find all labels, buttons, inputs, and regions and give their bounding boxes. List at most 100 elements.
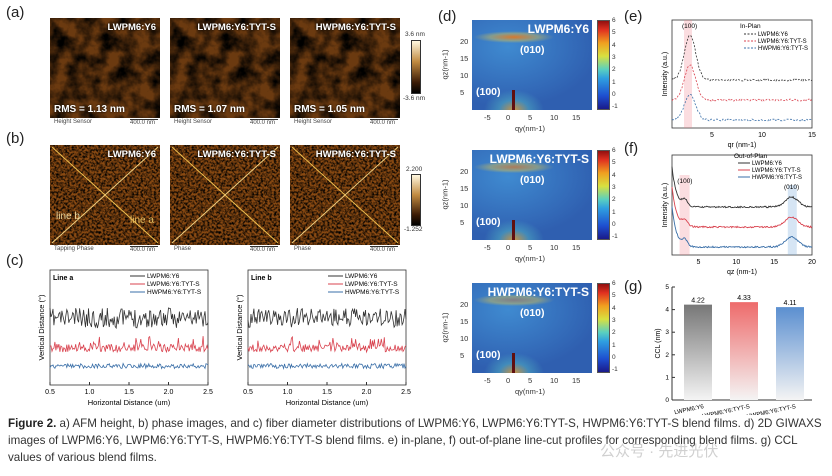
afm-image-title: LWPM6:Y6:TYT-S xyxy=(197,22,276,33)
legend-label: HWPM6:Y6:TYT-S xyxy=(758,46,808,52)
afm-image-title: HWPM6:Y6:TYT-S xyxy=(315,149,396,160)
phase-colorbar-min: -1.252 xyxy=(404,226,423,233)
colorbar-tick: 1 xyxy=(612,208,616,216)
line-annotation: Line b xyxy=(251,275,272,282)
colorbar-tick: 3 xyxy=(612,316,616,324)
phase-colorbar xyxy=(411,174,421,226)
afm-image-title: LWPM6:Y6:TYT-S xyxy=(197,149,276,160)
scale-bar: 400.0 nm xyxy=(130,119,158,126)
x-tick-label: 10 xyxy=(550,243,559,252)
legend-label: LWPM6:Y6 xyxy=(345,273,378,280)
peak-label-100: (100) xyxy=(677,178,692,185)
profile-line xyxy=(49,307,209,330)
y-tick-label: 2 xyxy=(665,352,669,359)
in-plane-line xyxy=(671,34,813,82)
image-caption: Tapping Phase xyxy=(54,246,94,252)
bar-value-label: 4.22 xyxy=(691,298,705,305)
scale-bar: 400.0 nm xyxy=(370,119,398,126)
caption-text: a) AFM height, b) phase images, and c) f… xyxy=(8,417,822,464)
bar xyxy=(730,302,758,400)
x-tick-label: 5 xyxy=(528,376,533,385)
giwaxs-image: LWPM6:Y6:TYT-S (010) (100) xyxy=(472,150,592,240)
colorbar-tick: 2 xyxy=(612,196,616,204)
x-axis-label: qy(nm-1) xyxy=(515,124,546,133)
y-tick-label: 10 xyxy=(460,334,469,343)
colorbar-tick: -1 xyxy=(612,103,618,111)
line-cut-and-ccl-charts: (100) In-PlanLWPM6:Y6LWPM6:Y6:TYT-SHWPM6:… xyxy=(655,19,816,415)
afm-texture-fill xyxy=(170,18,280,118)
afm-texture-fill xyxy=(290,18,400,118)
panel-label-g: (g) xyxy=(624,278,643,295)
legend-label: LWPM6:Y6:TYT-S xyxy=(752,168,801,174)
giwaxs-title: LWPM6:Y6:TYT-S xyxy=(489,152,589,166)
x-tick-label: 10 xyxy=(758,132,766,139)
profile-line xyxy=(247,307,407,329)
y-tick-label: 15 xyxy=(460,317,469,326)
colorbar-tick: 4 xyxy=(612,304,616,312)
profile-line xyxy=(50,335,209,354)
legend-label: LWPM6:Y6 xyxy=(147,273,180,280)
x-tick-label: -5 xyxy=(484,243,491,252)
y-tick-label: 10 xyxy=(460,71,469,80)
panel-label-e: (e) xyxy=(624,8,643,25)
rms-value: RMS = 1.05 nm xyxy=(294,104,365,115)
colorbar-tick: 5 xyxy=(612,292,616,300)
x-axis-label: qy(nm-1) xyxy=(515,387,546,396)
x-tick-label: 10 xyxy=(550,113,559,122)
colorbar-tick: 0 xyxy=(612,220,616,228)
x-tick-label: 15 xyxy=(808,132,816,139)
peak-010-label: (010) xyxy=(520,307,545,319)
peak-label: (100) xyxy=(682,23,697,30)
y-axis-label: Intensity (a.u.) xyxy=(662,52,669,96)
x-tick-label: 1.0 xyxy=(85,389,95,396)
in-plane-line xyxy=(671,93,813,122)
afm-texture xyxy=(170,18,280,118)
x-tick-label: 2.0 xyxy=(362,389,372,396)
x-tick-label: 5 xyxy=(528,113,533,122)
image-caption: Height Sensor xyxy=(294,119,333,125)
peak-highlight xyxy=(684,20,692,128)
peak-label-010: (010) xyxy=(784,184,799,191)
line-b-label: line b xyxy=(56,211,80,222)
legend-label: LWPM6:Y6 xyxy=(758,32,789,38)
x-tick-label: -5 xyxy=(484,113,491,122)
panel-label-f: (f) xyxy=(624,140,639,157)
panel-label-a: (a) xyxy=(6,4,25,21)
afm-image-title: HWPM6:Y6:TYT-S xyxy=(315,22,396,33)
panel-label-b: (b) xyxy=(6,130,25,147)
category-label: HWPM6:Y6:TYT-S xyxy=(746,404,796,415)
colorbar-tick: 5 xyxy=(612,159,616,167)
legend-label: HWPM6:Y6:TYT-S xyxy=(752,175,802,181)
colorbar-tick: 4 xyxy=(612,171,616,179)
colorbar-tick: 3 xyxy=(612,53,616,61)
y-tick-label: 5 xyxy=(665,284,669,291)
profile-line xyxy=(247,362,407,371)
colorbar-tick: 2 xyxy=(612,329,616,337)
afm-phase-image: HWPM6:Y6:TYT-S xyxy=(290,145,400,245)
beamstop-streak xyxy=(512,353,515,373)
colorbar-tick: 1 xyxy=(612,341,616,349)
afm-height-image: LWPM6:Y6 RMS = 1.13 nm xyxy=(50,18,160,118)
peak-100-label: (100) xyxy=(476,86,501,98)
peak-highlight-100 xyxy=(679,175,690,255)
colorbar-tick: 3 xyxy=(612,183,616,191)
y-tick-label: 15 xyxy=(460,54,469,63)
afm-phase-image: LWPM6:Y6:TYT-S xyxy=(170,145,280,245)
y-tick-label: 1 xyxy=(665,374,669,381)
colorbar-tick: 4 xyxy=(612,41,616,49)
x-tick-label: 15 xyxy=(572,376,581,385)
peak-010-label: (010) xyxy=(520,44,545,56)
annotation: Out-of-Plan xyxy=(734,153,768,160)
giwaxs-title: LWPM6:Y6 xyxy=(527,22,589,36)
profile-line xyxy=(49,362,209,370)
line-annotation: Line a xyxy=(53,275,73,282)
x-tick-label: 0 xyxy=(506,243,511,252)
x-tick-label: 10 xyxy=(732,259,740,266)
x-tick-label: 1.5 xyxy=(124,389,134,396)
colorbar-tick: 0 xyxy=(612,353,616,361)
out-of-plane-line xyxy=(671,206,813,249)
giwaxs-title: HWPM6:Y6:TYT-S xyxy=(487,285,589,299)
image-caption: Height Sensor xyxy=(54,119,93,125)
peak-highlight-010 xyxy=(787,185,797,255)
beamstop-streak xyxy=(512,220,515,240)
